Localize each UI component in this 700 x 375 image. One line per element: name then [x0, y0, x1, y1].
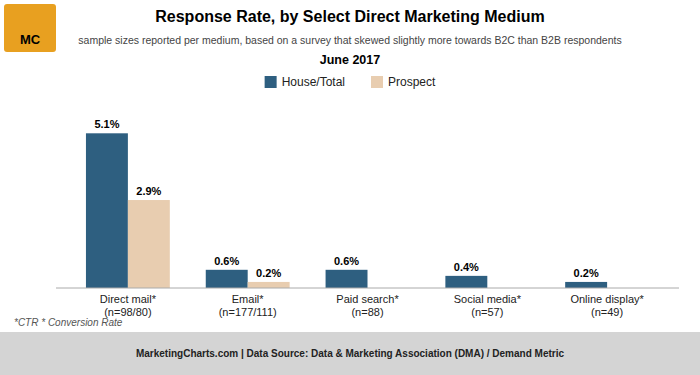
x-tick-label: Email*(n=177/111): [219, 293, 277, 318]
source-bg: [0, 332, 700, 375]
x-tick-label: Online display*(n=49): [570, 293, 644, 318]
data-label: 5.1%: [94, 118, 119, 130]
data-label: 0.2%: [574, 267, 599, 279]
x-axis-line: [56, 288, 679, 289]
bars: [86, 133, 607, 288]
chart: MC Response Rate, by Select Direct Market…: [0, 0, 700, 375]
data-labels: 5.1% 0.6% 0.6% 0.4% 0.2% 2.9% 0.2%: [94, 118, 599, 279]
data-label: 2.9%: [136, 185, 161, 197]
bar: [248, 282, 290, 288]
x-tick-label: Direct mail*(n=98/80): [100, 293, 157, 318]
bar: [326, 270, 368, 288]
legend-label: Prospect: [388, 75, 436, 89]
bar: [565, 282, 607, 288]
legend-item: House/Total: [265, 75, 345, 89]
logo-text: MC: [20, 32, 41, 47]
bar: [206, 270, 248, 288]
legend-swatch: [265, 76, 277, 88]
x-tick-label: Social media*(n=57): [454, 293, 522, 318]
data-label: 0.4%: [454, 261, 479, 273]
logo-box: [4, 4, 56, 52]
date-label: June 2017: [320, 53, 381, 67]
legend-item: Prospect: [371, 75, 436, 89]
bar: [445, 276, 487, 288]
legend-swatch: [371, 76, 383, 88]
bar: [86, 133, 128, 288]
data-label: 0.6%: [334, 255, 359, 267]
source-text: MarketingCharts.com | Data Source: Data …: [136, 348, 565, 359]
footnote: *CTR * Conversion Rate: [14, 317, 123, 328]
bar: [128, 200, 170, 288]
source-bar: MarketingCharts.com | Data Source: Data …: [0, 332, 700, 375]
legend-label: House/Total: [282, 75, 345, 89]
legend: House/Total Prospect: [265, 75, 436, 89]
title: Response Rate, by Select Direct Marketin…: [155, 8, 544, 25]
logo: MC: [4, 4, 56, 52]
data-label: 0.6%: [214, 255, 239, 267]
subtitle: sample sizes reported per medium, based …: [78, 34, 621, 46]
x-tick-labels: Direct mail*(n=98/80) Email*(n=177/111) Pa…: [100, 293, 645, 318]
x-tick-label: Paid search*(n=88): [336, 293, 399, 318]
data-label: 0.2%: [256, 267, 281, 279]
